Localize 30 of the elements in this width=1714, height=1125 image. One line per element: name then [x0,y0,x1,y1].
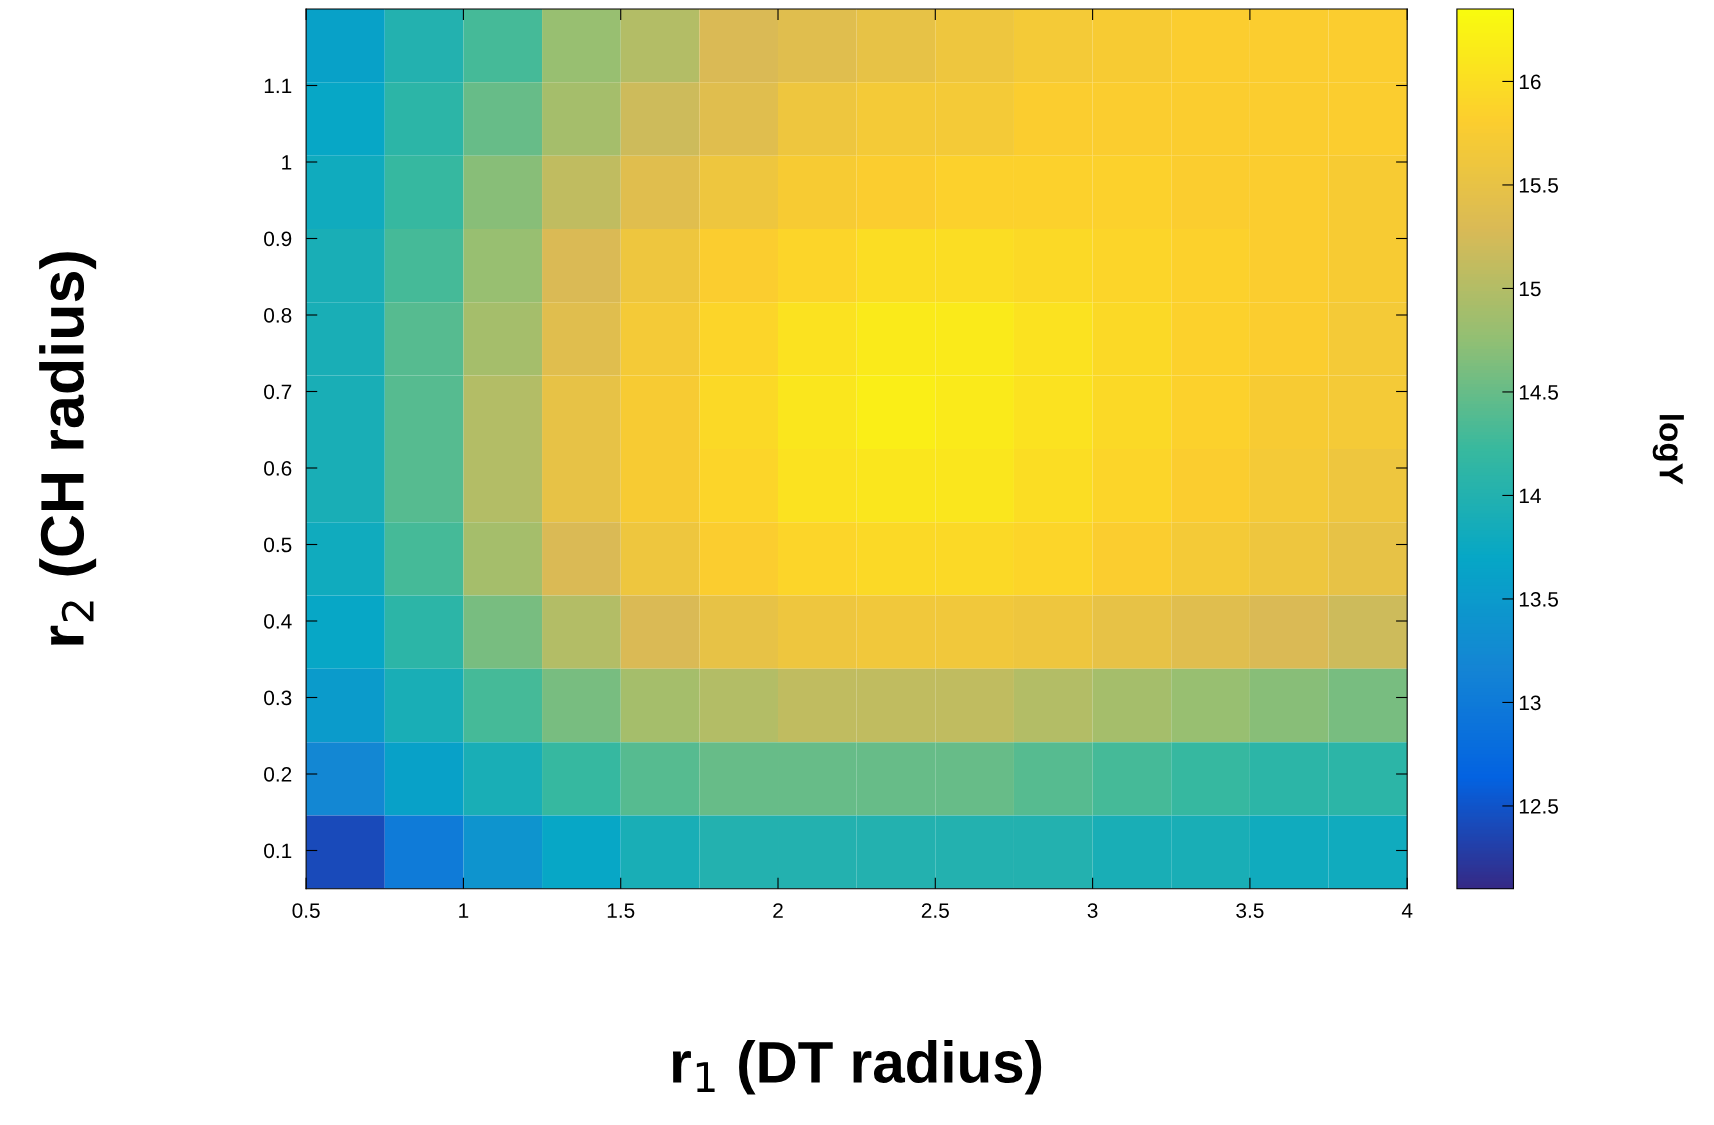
y-tick-label: 0.8 [264,308,292,323]
y-tick-label: 0.1 [264,843,292,859]
color-bar-label: 14 [1519,488,1541,503]
color-bar-label: 13.5 [1519,591,1558,607]
y-tick-label: 0.4 [264,614,292,629]
y-tick-label: 0.9 [264,231,292,247]
y-tick-label: 0.7 [264,384,292,400]
color-bar-label: 12.5 [1519,798,1558,814]
color-bar-title: logY [1652,415,1684,485]
y-axis-title: r$_{2}$ (CH radius) [39,252,97,645]
x-axis-title: r$_{1}$ (DT radius) [672,1040,1042,1095]
color-bar-label: 13 [1519,695,1541,711]
color-bar-label: 14.5 [1519,385,1558,400]
y-tick-label: 1.1 [264,78,292,94]
y-tick-label: 0.5 [264,537,292,553]
x-tick-label: 1.5 [607,903,635,918]
x-tick-label: 1 [459,903,469,918]
x-tick-label: 0.5 [292,903,320,918]
x-tick-label: 2 [773,903,783,918]
x-tick-label: 3.5 [1236,903,1264,918]
x-tick-label: 2.5 [921,903,949,918]
x-tick-label: 4 [1401,903,1413,918]
y-tick-label: 0.6 [264,461,292,476]
y-tick-label: 0.2 [264,767,292,782]
color-bar-label: 15 [1519,281,1541,297]
y-tick-label: 0.3 [264,690,292,706]
y-tick-label: 1 [282,155,292,170]
color-bar-label: 16 [1519,74,1541,90]
color-bar-label: 15.5 [1519,178,1558,193]
x-tick-label: 3 [1087,903,1098,918]
